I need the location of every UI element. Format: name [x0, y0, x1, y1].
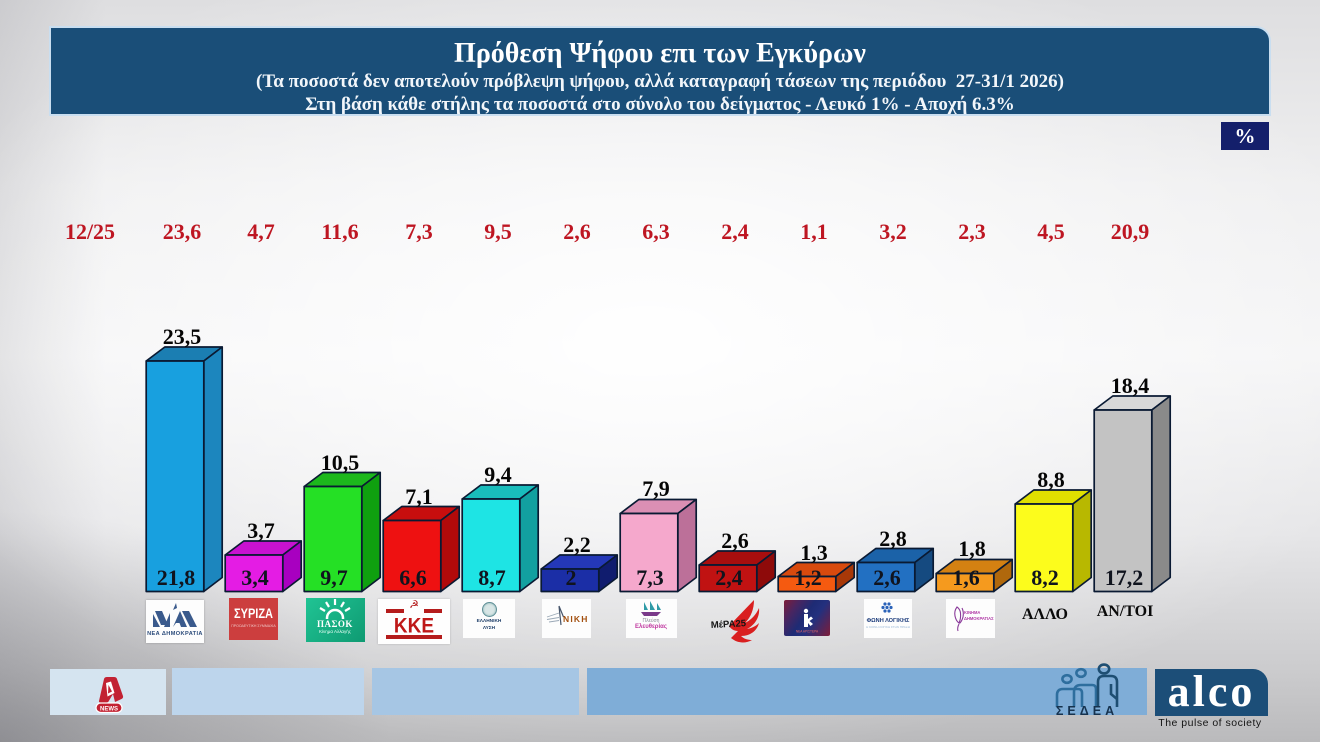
svg-text:NIKH: NIKH: [563, 614, 589, 624]
svg-text:KKE: KKE: [393, 614, 433, 637]
svg-text:ΝΕΑ ΑΡΙΣΤΕΡΑ: ΝΕΑ ΑΡΙΣΤΕΡΑ: [796, 630, 819, 634]
svg-text:☭: ☭: [409, 599, 419, 611]
svg-text:NEWS: NEWS: [100, 707, 118, 713]
svg-text:ΚΙΝΗΜΑ: ΚΙΝΗΜΑ: [964, 610, 980, 615]
svg-text:Η ΚΟΙΝΗ ΛΟΓΙΚΗ ΣΤΗΝ ΠΡΑΞΗ: Η ΚΟΙΝΗ ΛΟΓΙΚΗ ΣΤΗΝ ΠΡΑΞΗ: [866, 625, 910, 629]
svg-text:ΦΩΝΗ ΛΟΓΙΚΗΣ: ΦΩΝΗ ΛΟΓΙΚΗΣ: [866, 618, 909, 624]
svg-text:ΜέΡΑ25: ΜέΡΑ25: [711, 618, 748, 631]
svg-text:ΔΗΜΟΚΡΑΤΙΑΣ: ΔΗΜΟΚΡΑΤΙΑΣ: [964, 616, 994, 621]
